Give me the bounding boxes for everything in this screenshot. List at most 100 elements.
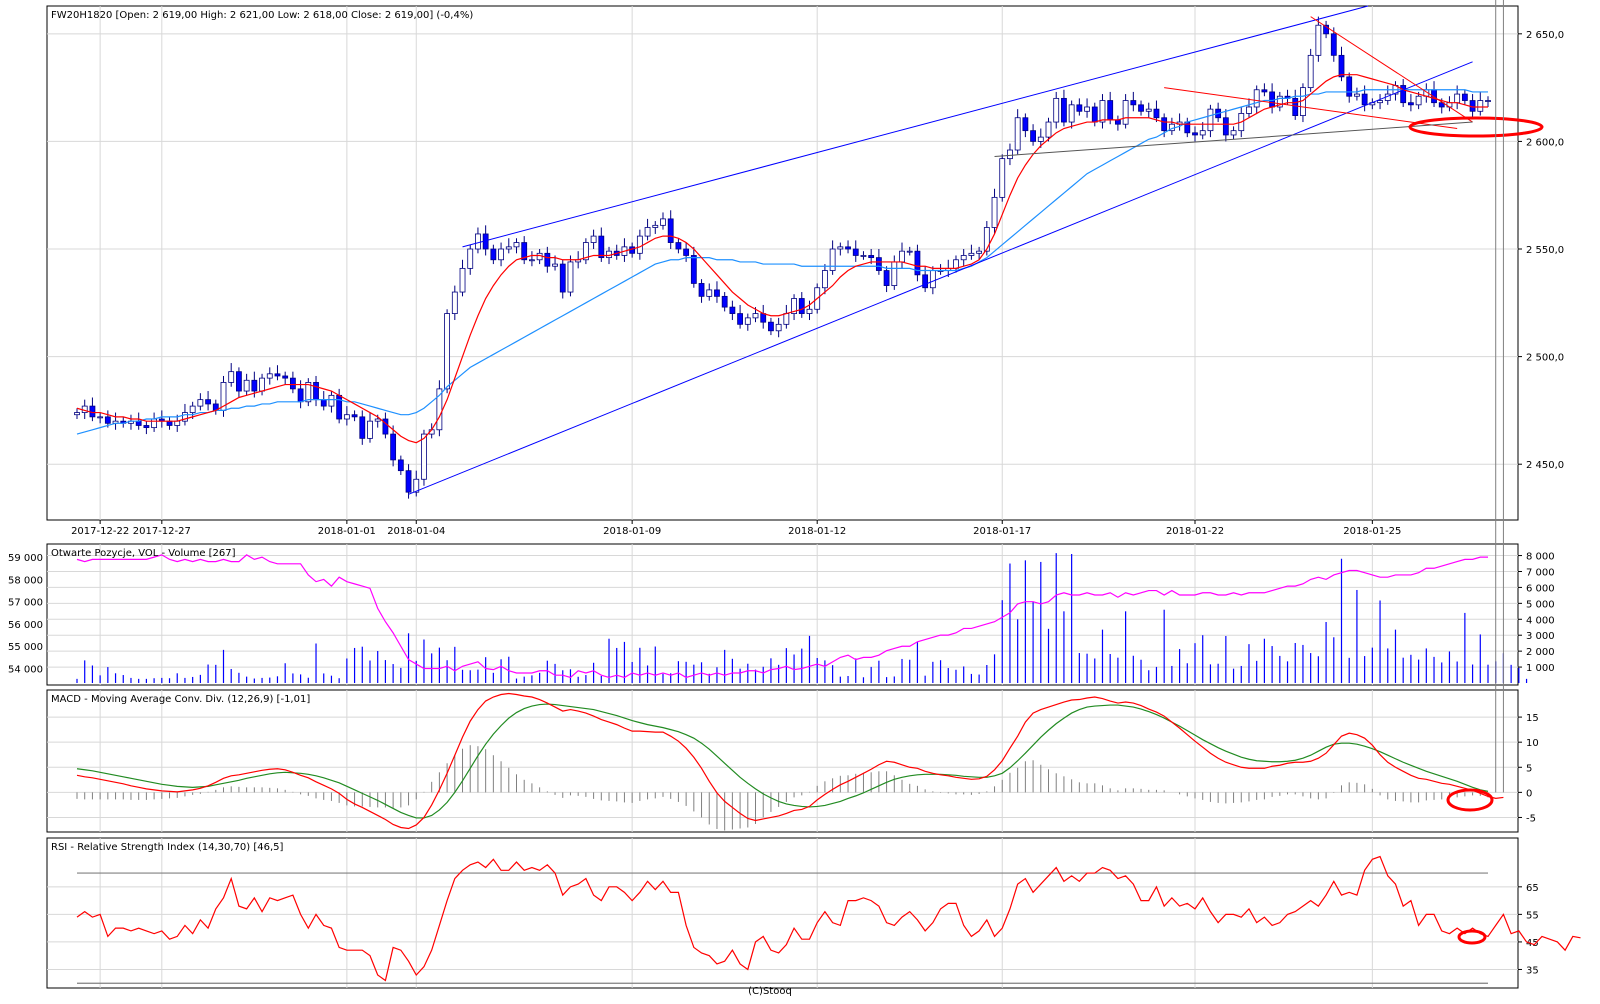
y-tick-label-volume: 7 000 (1526, 567, 1555, 578)
candle (151, 418, 158, 429)
candle (837, 246, 844, 250)
candle (1230, 130, 1237, 136)
volume-title: Otwarte Pozycje, VOL - Volume [267] (51, 548, 236, 559)
candle (806, 308, 813, 314)
y-tick-label-volume: 3 000 (1526, 631, 1555, 642)
candle (683, 248, 690, 256)
candle (1099, 100, 1106, 123)
y-tick-label-oi: 56 000 (8, 620, 43, 631)
candle (143, 425, 150, 429)
ma-fast-line (76, 74, 1488, 444)
candle (74, 412, 80, 416)
candle (359, 416, 366, 439)
candle (1338, 54, 1345, 78)
candle (675, 242, 682, 250)
candle (1130, 100, 1137, 106)
y-tick-label-oi: 55 000 (8, 642, 43, 653)
candle (636, 235, 643, 254)
y-tick-label-oi: 59 000 (8, 553, 43, 564)
candle (1061, 97, 1067, 123)
candle (1400, 85, 1407, 104)
trend-line-grey (994, 121, 1473, 157)
candle (459, 267, 466, 293)
x-tick-label: 2018-01-09 (603, 526, 661, 537)
candle (1114, 119, 1121, 125)
y-tick-label-macd: 10 (1526, 738, 1539, 749)
candle (914, 250, 921, 276)
candle (544, 252, 551, 267)
candle (1276, 95, 1283, 108)
candle (451, 291, 458, 314)
candle (1076, 104, 1083, 112)
candle (421, 433, 427, 480)
candle (1037, 136, 1044, 142)
candle (1153, 108, 1160, 119)
candle (251, 379, 258, 392)
candle (467, 248, 474, 269)
y-tick-label-volume: 4 000 (1526, 615, 1555, 626)
candle (529, 259, 535, 262)
candle (1138, 104, 1144, 112)
price-title: FW20H1820 [Open: 2 619,00 High: 2 621,00… (51, 10, 473, 21)
candle (775, 323, 782, 332)
candle (953, 259, 959, 269)
candle (752, 313, 759, 319)
open-interest-line (76, 554, 1488, 679)
candle (436, 388, 443, 431)
candle (960, 255, 967, 261)
candle (922, 274, 929, 289)
candle (1477, 100, 1484, 112)
candle (1007, 149, 1013, 160)
y-tick-label-macd: 0 (1526, 788, 1532, 799)
candle (1053, 97, 1060, 123)
candle (343, 414, 350, 420)
candle (174, 420, 181, 426)
candle (243, 379, 250, 392)
candle (698, 283, 705, 297)
candle (104, 416, 111, 424)
candle (899, 250, 905, 263)
candle (1407, 102, 1414, 106)
x-tick-label: 2018-01-01 (318, 526, 376, 537)
candle (313, 382, 319, 401)
candle (1145, 108, 1152, 112)
candle (559, 263, 566, 293)
y-tick-label-price: 2 600,0 (1526, 137, 1564, 148)
candle (552, 263, 558, 267)
candle (729, 306, 736, 314)
candle (822, 270, 828, 289)
candle (498, 248, 504, 261)
candle (328, 394, 335, 407)
candle (374, 418, 381, 422)
y-tick-label-volume: 2 000 (1526, 647, 1555, 658)
candle (259, 377, 265, 392)
candle (1192, 132, 1198, 136)
candle (582, 242, 589, 261)
candle (1091, 106, 1098, 123)
y-tick-label-oi: 57 000 (8, 598, 43, 609)
candle (852, 248, 859, 256)
candle (490, 248, 497, 261)
annotation-ellipse-price (1408, 116, 1544, 138)
trend-line-red-lower (1164, 87, 1458, 130)
candle (1045, 121, 1052, 138)
candle (1354, 93, 1360, 97)
candle (1084, 106, 1090, 112)
candle (768, 321, 774, 332)
candle (1346, 76, 1353, 97)
candle (845, 246, 851, 250)
candle (737, 313, 743, 325)
trend-line-red-upper (1310, 16, 1473, 123)
panel-frame-price (46, 5, 1519, 521)
candle (999, 158, 1006, 198)
candle (706, 289, 713, 297)
candle (883, 270, 890, 286)
candle (367, 420, 373, 439)
candle (1022, 117, 1029, 132)
candle (860, 255, 867, 257)
candle (1161, 117, 1168, 132)
candle (1315, 24, 1322, 56)
candle (1207, 108, 1214, 132)
candle (829, 248, 836, 271)
y-tick-label-price: 2 550,0 (1526, 245, 1564, 256)
